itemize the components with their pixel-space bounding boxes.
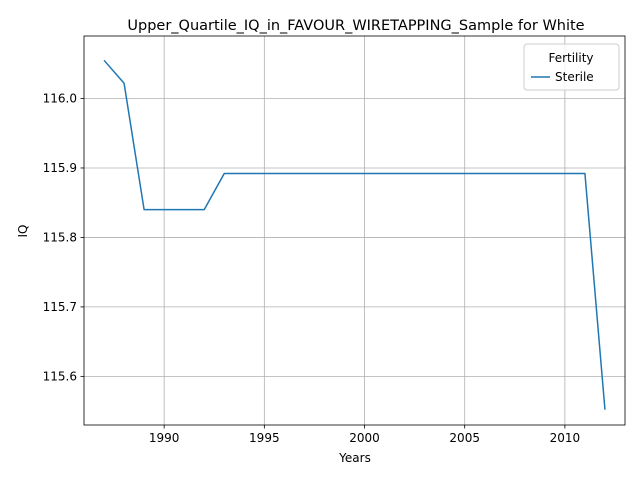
x-tick-label: 1995 bbox=[249, 431, 280, 445]
legend-box bbox=[523, 43, 620, 91]
series-line-sterile bbox=[103, 59, 606, 410]
y-axis-title: IQ bbox=[16, 225, 30, 238]
plot-frame bbox=[83, 35, 626, 426]
y-tick-label: 115.8 bbox=[43, 230, 77, 244]
legend-title: Fertility bbox=[548, 51, 593, 65]
x-tick-label: 1990 bbox=[149, 431, 180, 445]
y-axis: 115.6 115.7 115.8 115.9 116.0 bbox=[43, 92, 84, 383]
x-tick-label: 2000 bbox=[349, 431, 380, 445]
x-axis: 1990 1995 2000 2005 2010 bbox=[149, 425, 580, 445]
y-tick-label: 115.7 bbox=[43, 300, 77, 314]
legend: Fertility Sterile bbox=[523, 43, 620, 91]
y-tick-label: 116.0 bbox=[43, 92, 77, 106]
x-tick-label: 2005 bbox=[449, 431, 480, 445]
series-layer bbox=[103, 59, 606, 410]
y-tick-label: 115.9 bbox=[43, 161, 77, 175]
x-axis-title: Years bbox=[338, 451, 371, 465]
legend-entry-sterile: Sterile bbox=[555, 70, 594, 84]
y-tick-label: 115.6 bbox=[43, 369, 77, 383]
grid-lines bbox=[84, 36, 625, 425]
x-tick-label: 2010 bbox=[550, 431, 581, 445]
chart-title: Upper_Quartile_IQ_in_FAVOUR_WIRETAPPING_… bbox=[127, 18, 584, 34]
